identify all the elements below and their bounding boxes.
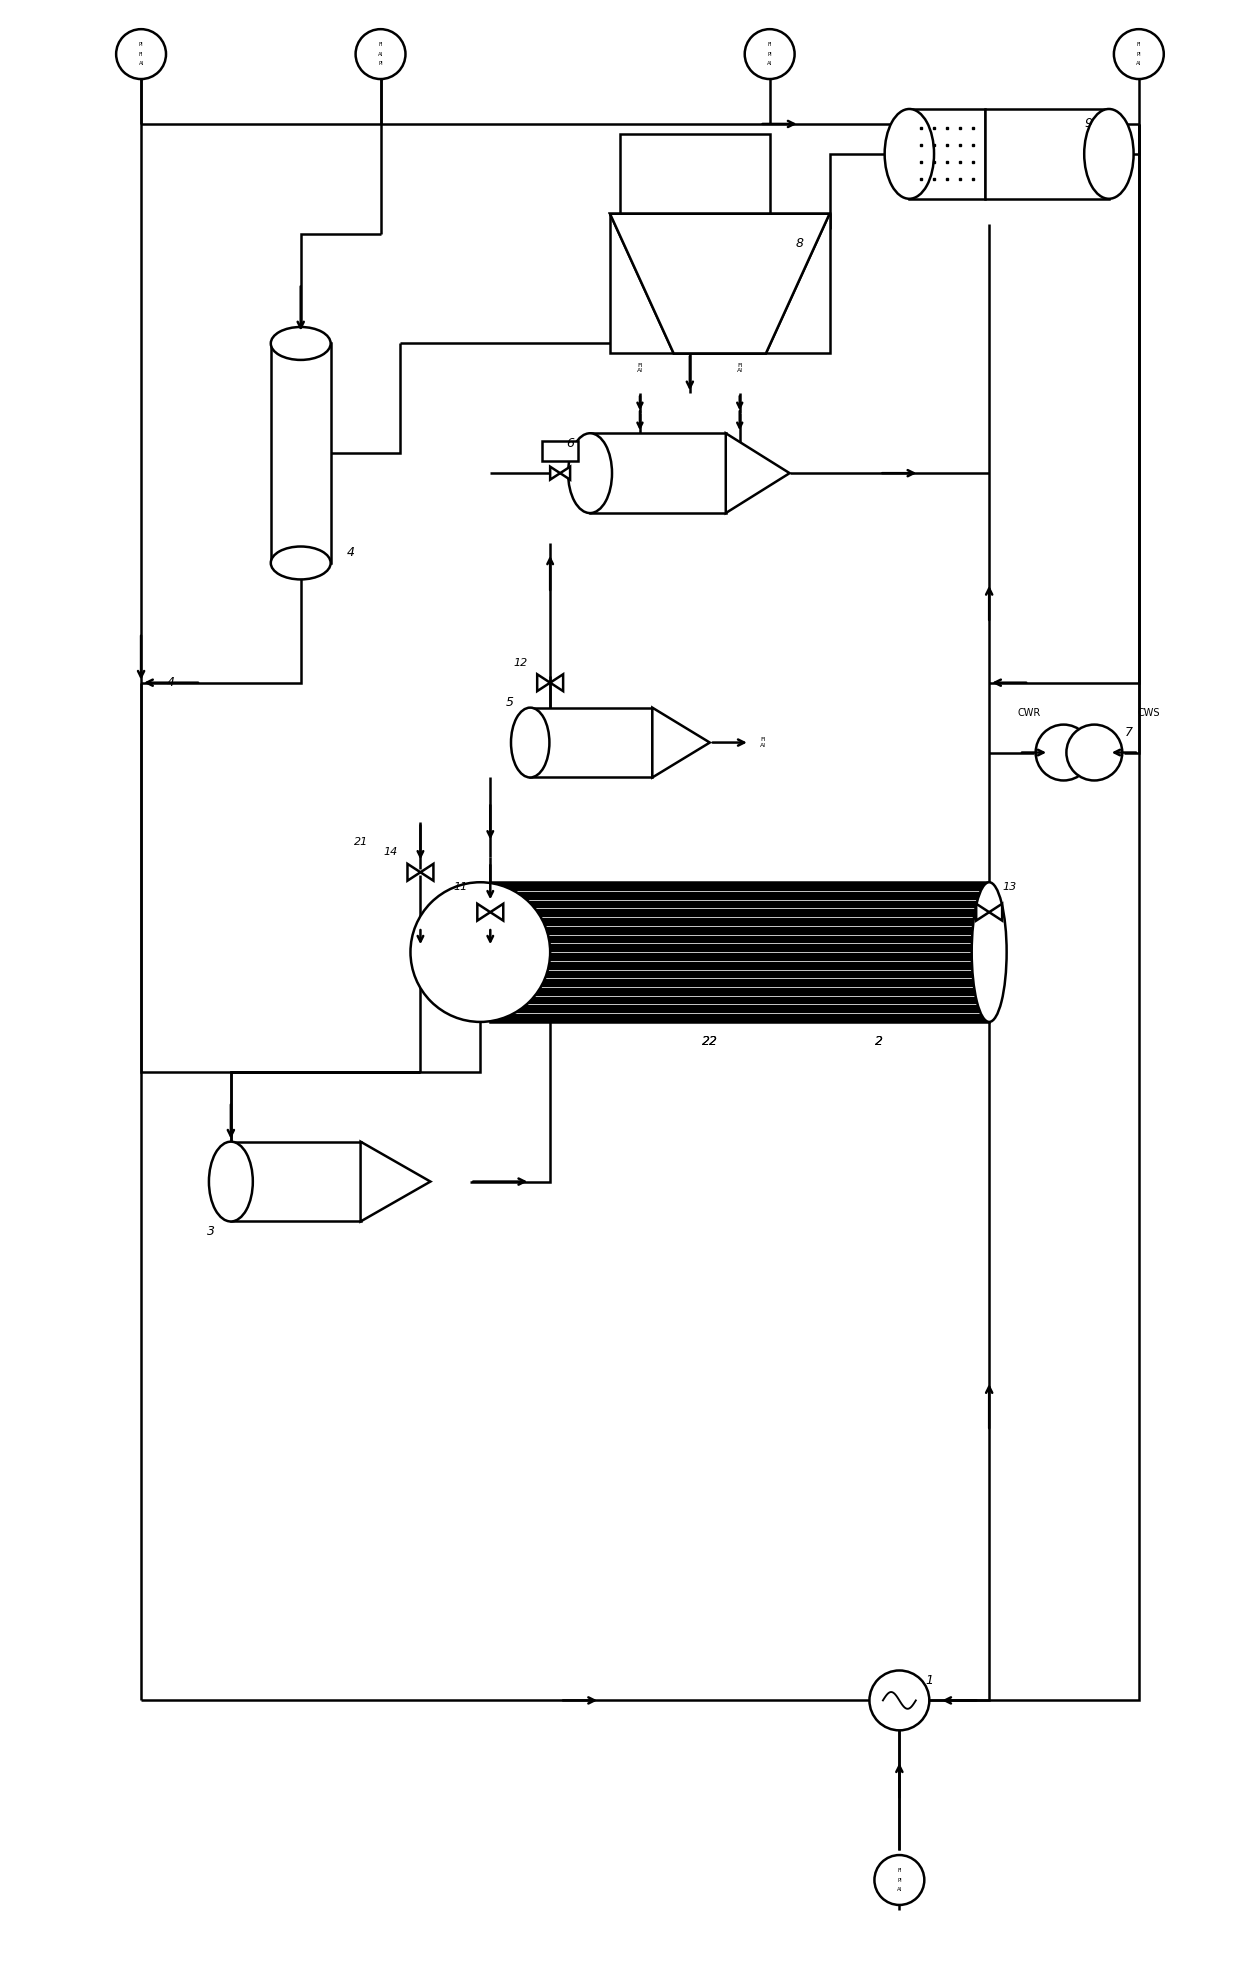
Text: FI: FI: [897, 1869, 901, 1873]
Ellipse shape: [270, 547, 331, 579]
Text: 4: 4: [347, 547, 355, 559]
Bar: [986, 109, 1109, 198]
Text: 21: 21: [353, 836, 368, 848]
Text: FI: FI: [768, 42, 773, 48]
Text: 5: 5: [506, 696, 515, 710]
Polygon shape: [477, 904, 490, 920]
Text: 3: 3: [207, 1225, 215, 1239]
Circle shape: [117, 30, 166, 79]
Text: 11: 11: [454, 882, 467, 892]
Ellipse shape: [568, 434, 613, 513]
Text: 22: 22: [702, 1035, 718, 1048]
Text: AI: AI: [378, 52, 383, 57]
Text: 1: 1: [925, 1675, 934, 1687]
Text: CWS: CWS: [1137, 708, 1161, 717]
Text: FI
AI: FI AI: [760, 737, 766, 747]
Text: 2: 2: [875, 1035, 883, 1048]
Bar: [542, 442, 578, 462]
Text: FI
AI: FI AI: [737, 363, 743, 373]
Bar: [610, 214, 830, 353]
Polygon shape: [725, 434, 790, 513]
Circle shape: [1035, 725, 1091, 781]
Bar: [270, 343, 331, 563]
Bar: [490, 882, 990, 1023]
Circle shape: [1114, 30, 1164, 79]
Polygon shape: [990, 904, 1002, 920]
Text: FI
AI: FI AI: [637, 363, 644, 373]
Polygon shape: [490, 904, 503, 920]
Text: 7: 7: [1125, 725, 1133, 739]
Polygon shape: [551, 466, 560, 480]
Text: 6: 6: [567, 436, 574, 450]
Text: FI: FI: [139, 52, 144, 57]
Bar: [909, 109, 986, 198]
Circle shape: [410, 882, 551, 1023]
Polygon shape: [361, 1142, 430, 1221]
Bar: [590, 434, 725, 513]
Polygon shape: [408, 864, 420, 880]
Bar: [231, 1142, 361, 1221]
Circle shape: [356, 30, 405, 79]
Polygon shape: [560, 466, 570, 480]
Circle shape: [869, 1671, 929, 1730]
Text: CWR: CWR: [1018, 708, 1040, 717]
Text: 22: 22: [702, 1035, 718, 1048]
Polygon shape: [420, 864, 434, 880]
Text: AI: AI: [897, 1887, 901, 1891]
Circle shape: [874, 1855, 924, 1905]
Polygon shape: [976, 904, 990, 920]
Text: 2: 2: [875, 1035, 883, 1048]
Text: PI: PI: [897, 1877, 901, 1883]
Bar: [531, 708, 652, 777]
Text: 9: 9: [1085, 117, 1092, 131]
Text: FI: FI: [1137, 42, 1141, 48]
Ellipse shape: [884, 109, 934, 198]
Text: 13: 13: [1002, 882, 1017, 892]
Text: PI: PI: [1137, 52, 1141, 57]
Text: 12: 12: [513, 658, 527, 668]
Circle shape: [1066, 725, 1122, 781]
Polygon shape: [610, 214, 830, 353]
Text: FI: FI: [378, 42, 383, 48]
Text: AI: AI: [139, 61, 144, 65]
Ellipse shape: [208, 1142, 253, 1221]
Polygon shape: [652, 708, 709, 777]
Ellipse shape: [1084, 109, 1133, 198]
Text: 8: 8: [796, 238, 804, 250]
Ellipse shape: [511, 708, 549, 777]
Text: AI: AI: [1136, 61, 1141, 65]
Text: 14: 14: [383, 848, 398, 858]
Ellipse shape: [270, 327, 331, 361]
Circle shape: [745, 30, 795, 79]
Polygon shape: [610, 214, 830, 353]
Text: AI: AI: [768, 61, 773, 65]
Text: PI: PI: [768, 52, 773, 57]
Text: 4: 4: [167, 676, 175, 690]
Polygon shape: [537, 674, 551, 692]
Polygon shape: [551, 674, 563, 692]
Ellipse shape: [972, 882, 1007, 1023]
Text: PI: PI: [378, 61, 383, 65]
Text: PI: PI: [139, 42, 144, 48]
